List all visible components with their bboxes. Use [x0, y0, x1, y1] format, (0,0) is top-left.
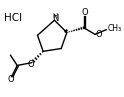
Text: HCl: HCl: [4, 13, 22, 23]
Text: O: O: [96, 30, 102, 39]
Text: H: H: [52, 13, 58, 19]
Text: CH₃: CH₃: [108, 24, 122, 33]
Text: O: O: [8, 75, 14, 84]
Text: O: O: [28, 60, 35, 69]
Text: O: O: [81, 8, 88, 17]
Text: N: N: [52, 14, 58, 23]
